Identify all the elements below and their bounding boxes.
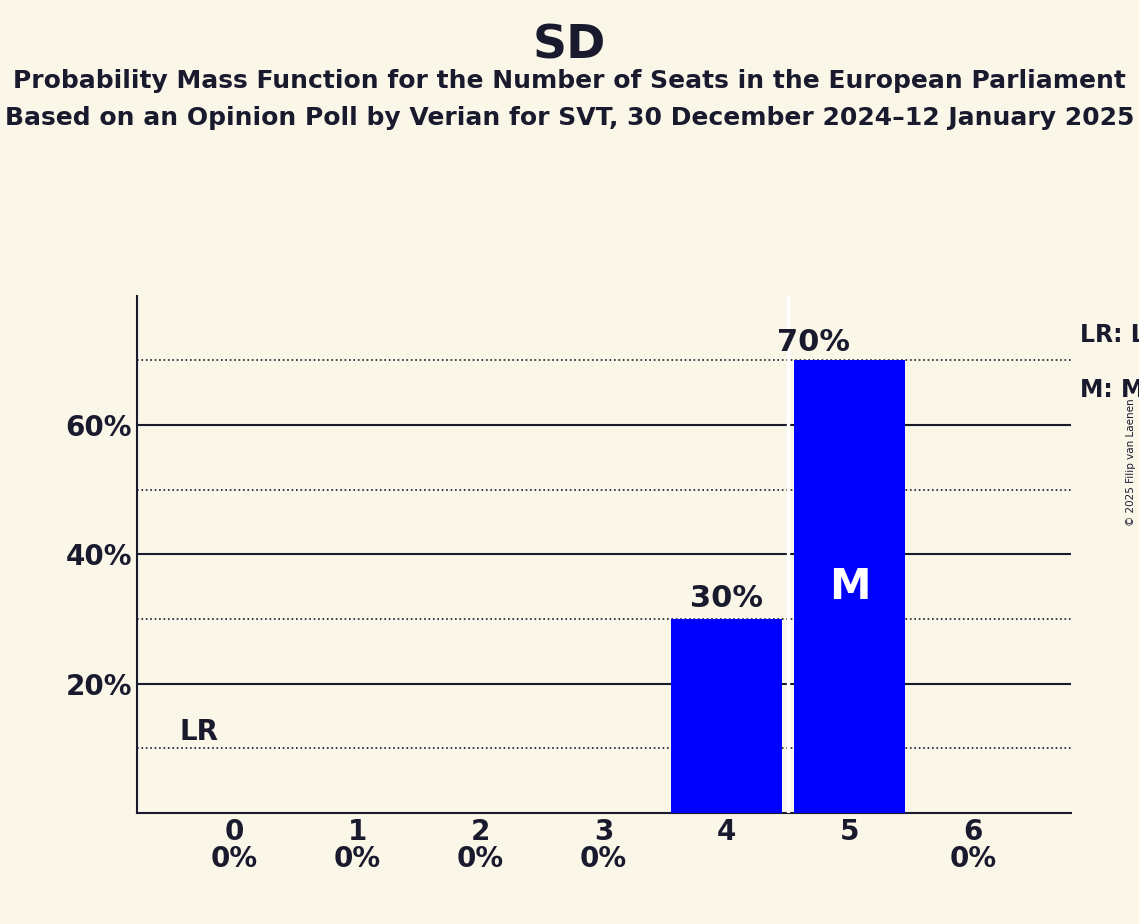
Text: © 2025 Filip van Laenen: © 2025 Filip van Laenen: [1126, 398, 1136, 526]
Bar: [671, 619, 782, 813]
Text: 0%: 0%: [211, 845, 259, 873]
Text: Based on an Opinion Poll by Verian for SVT, 30 December 2024–12 January 2025: Based on an Opinion Poll by Verian for S…: [5, 106, 1134, 130]
Text: M: M: [829, 565, 870, 608]
Text: 0%: 0%: [457, 845, 505, 873]
Text: M: Median: M: Median: [1080, 378, 1139, 402]
Text: Probability Mass Function for the Number of Seats in the European Parliament: Probability Mass Function for the Number…: [13, 69, 1126, 93]
Text: LR: Last Result: LR: Last Result: [1080, 322, 1139, 346]
Text: 30%: 30%: [690, 584, 763, 613]
Text: 0%: 0%: [334, 845, 382, 873]
Text: 0%: 0%: [949, 845, 997, 873]
Text: LR: LR: [179, 719, 219, 747]
Bar: [794, 360, 906, 813]
Text: SD: SD: [533, 23, 606, 68]
Text: 70%: 70%: [777, 328, 850, 357]
Text: 0%: 0%: [580, 845, 628, 873]
